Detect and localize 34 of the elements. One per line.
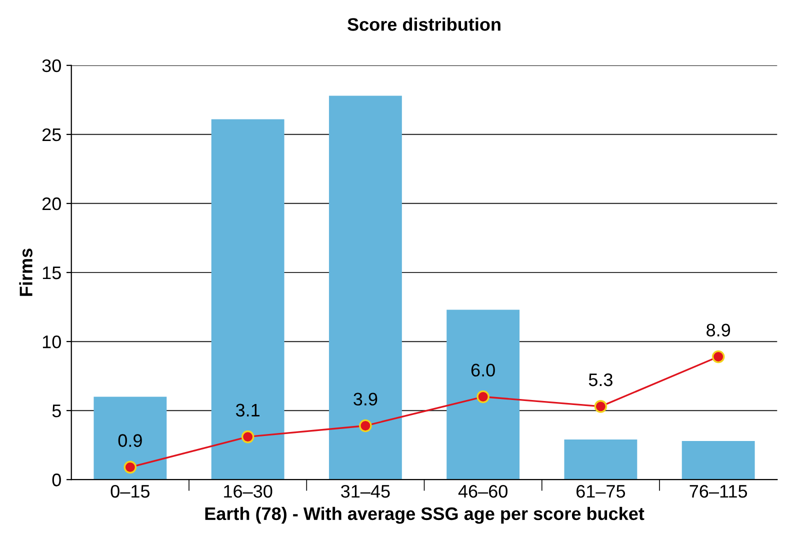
bar [564, 440, 638, 480]
bar [682, 440, 755, 480]
data-label: 6.0 [471, 364, 495, 377]
y-axis-title: Firms [19, 248, 32, 296]
x-tick-label: 46–60 [458, 484, 508, 498]
y-tick-label: 20 [42, 197, 61, 210]
point [124, 460, 137, 474]
x-axis-title: Earth (78) - With average SSG age per score bucket [205, 506, 644, 524]
point [359, 419, 372, 432]
point [594, 400, 608, 413]
y-tick-label: 0 [52, 474, 61, 486]
data-label: 3.1 [236, 404, 260, 417]
bar [446, 310, 520, 480]
y-tick-label: 25 [42, 128, 61, 142]
x-tick-label: 76–115 [690, 484, 748, 498]
bar [328, 96, 402, 480]
bar [94, 396, 167, 480]
point [476, 390, 490, 404]
y-tick-label: 30 [42, 59, 61, 72]
data-label: 3.9 [354, 392, 378, 406]
x-tick-label: 0–15 [110, 484, 150, 498]
data-label: 8.9 [706, 324, 730, 336]
y-tick-label: 15 [42, 266, 61, 280]
data-label: 5.3 [588, 373, 612, 386]
data-label: 0.9 [118, 434, 142, 447]
y-tick-label: 10 [42, 335, 61, 348]
point [241, 430, 254, 444]
y-tick-label: 5 [52, 404, 61, 418]
chart-title: Score distribution [348, 18, 500, 31]
x-tick-label: 16–30 [224, 484, 272, 498]
point [712, 350, 725, 364]
x-tick-label: 61–75 [576, 484, 626, 498]
x-tick-label: 31–45 [341, 484, 390, 498]
bar [211, 119, 284, 480]
